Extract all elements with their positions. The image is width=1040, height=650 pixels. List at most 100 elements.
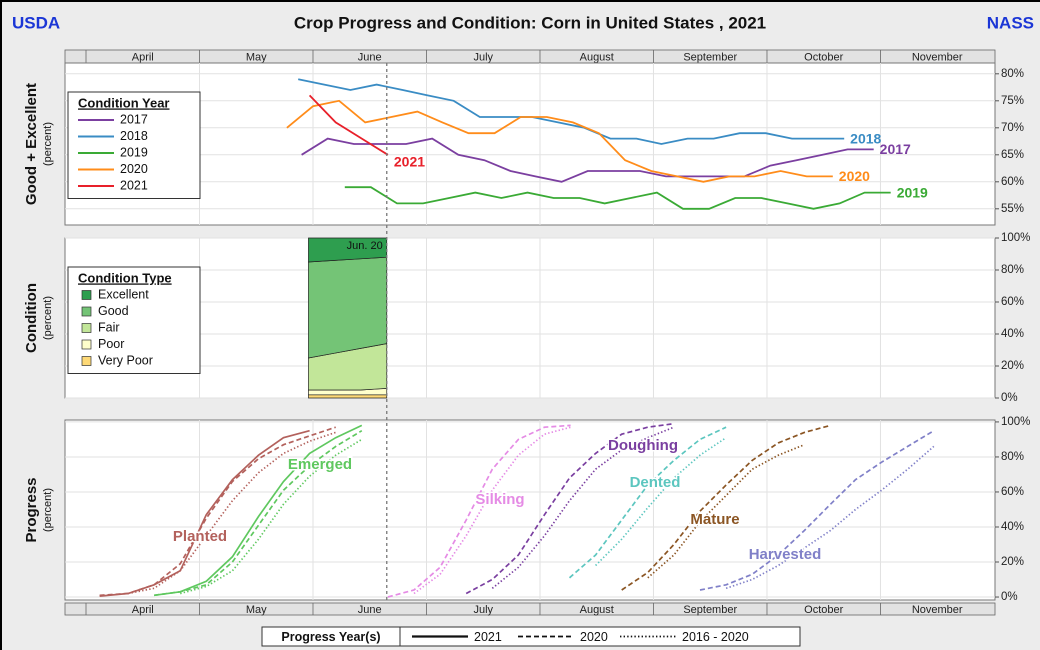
y-tick-label: 65%	[1001, 149, 1024, 161]
y-axis-unit: (percent)	[42, 296, 54, 340]
current-week-label: Jun. 20	[347, 240, 383, 252]
progress-legend-title-box	[261, 626, 401, 647]
condition-area	[308, 394, 388, 399]
legend-label: Fair	[98, 320, 120, 334]
y-tick-label: 70%	[1001, 122, 1024, 134]
progress-label: Emerged	[288, 456, 352, 473]
y-tick-label: 55%	[1001, 203, 1024, 215]
month-label: April	[132, 51, 154, 63]
y-tick-label: 20%	[1001, 556, 1024, 568]
page-title: Crop Progress and Condition: Corn in Uni…	[294, 13, 766, 32]
y-axis-unit: (percent)	[42, 488, 54, 532]
y-tick-label: 80%	[1001, 264, 1024, 276]
month-label: August	[580, 604, 614, 616]
progress-legend-title: Progress Year(s)	[281, 630, 380, 644]
y-axis-title: Condition	[23, 283, 40, 353]
progress-line	[594, 436, 727, 567]
progress-line	[491, 426, 675, 589]
y-tick-label: 60%	[1001, 176, 1024, 188]
progress-line	[153, 424, 363, 597]
progress-line	[465, 422, 675, 595]
progress-legend-label: 2021	[474, 630, 502, 644]
legend-swatch	[81, 306, 92, 317]
legend-label: Excellent	[98, 287, 149, 301]
usda-logo: USDA	[12, 13, 60, 32]
condition-line	[301, 137, 874, 183]
y-tick-label: 100%	[1001, 232, 1030, 244]
series-end-label: 2021	[394, 154, 425, 170]
series-end-label: 2020	[839, 168, 870, 184]
legend-label: Very Poor	[98, 353, 153, 367]
condition-line	[286, 99, 833, 183]
legend-label: 2021	[120, 178, 148, 192]
legend-swatch	[81, 339, 92, 350]
progress-line	[568, 426, 727, 579]
month-label: October	[804, 51, 843, 63]
progress-label: Mature	[690, 511, 739, 528]
legend-label: Poor	[98, 337, 124, 351]
progress-line	[413, 426, 571, 595]
y-axis-title: Progress	[23, 477, 40, 542]
progress-line	[99, 426, 336, 597]
condition-line	[308, 94, 389, 156]
month-label: November	[912, 604, 963, 616]
legend-box	[67, 266, 201, 374]
progress-legend-label: 2020	[580, 630, 608, 644]
y-tick-label: 20%	[1001, 360, 1024, 372]
month-label: June	[358, 604, 382, 616]
progress-line	[179, 438, 363, 595]
legend-title: Condition Type	[78, 270, 172, 285]
y-tick-label: 80%	[1001, 451, 1024, 463]
progress-line	[387, 424, 571, 598]
progress-label: Planted	[173, 528, 227, 545]
legend-box	[67, 91, 201, 199]
month-label: May	[246, 51, 267, 63]
progress-line	[99, 429, 310, 597]
y-tick-label: 60%	[1001, 296, 1024, 308]
month-label: April	[132, 604, 154, 616]
y-tick-label: 40%	[1001, 328, 1024, 340]
legend-title: Condition Year	[78, 95, 170, 110]
y-tick-label: 60%	[1001, 486, 1024, 498]
y-tick-label: 40%	[1001, 521, 1024, 533]
legend-label: 2020	[120, 162, 148, 176]
y-tick-label: 0%	[1001, 591, 1018, 603]
legend-label: 2017	[120, 112, 148, 126]
progress-label: Harvested	[749, 546, 822, 563]
legend-swatch	[81, 290, 92, 300]
progress-line	[153, 429, 363, 597]
month-label: September	[683, 51, 737, 63]
y-tick-label: 75%	[1001, 95, 1024, 107]
legend-label: Good	[98, 304, 129, 318]
progress-label: Doughing	[608, 437, 678, 454]
y-tick-label: 100%	[1001, 416, 1030, 428]
month-strip	[64, 49, 996, 64]
month-label: September	[683, 604, 737, 616]
progress-label: Dented	[630, 474, 681, 491]
legend-label: 2018	[120, 129, 148, 143]
month-label: May	[246, 604, 267, 616]
y-axis-unit: (percent)	[42, 122, 54, 166]
month-label: July	[473, 51, 493, 63]
month-label: October	[804, 604, 843, 616]
month-label: July	[473, 604, 493, 616]
progress-line	[647, 443, 805, 579]
month-label: November	[912, 51, 963, 63]
panel	[64, 237, 996, 399]
legend-swatch	[81, 323, 92, 333]
progress-legend-label: 2016 - 2020	[682, 630, 749, 644]
legend-label: 2019	[120, 145, 148, 159]
y-tick-label: 80%	[1001, 68, 1024, 80]
month-label: August	[580, 51, 614, 63]
y-tick-label: 0%	[1001, 392, 1018, 404]
condition-line	[344, 186, 891, 210]
progress-label: Silking	[475, 491, 524, 508]
series-end-label: 2017	[880, 141, 911, 157]
nass-logo: NASS	[987, 13, 1034, 32]
legend-swatch	[81, 356, 92, 366]
series-end-label: 2018	[850, 130, 881, 146]
condition-area	[308, 256, 388, 359]
progress-line	[621, 424, 831, 591]
progress-line	[725, 445, 935, 590]
